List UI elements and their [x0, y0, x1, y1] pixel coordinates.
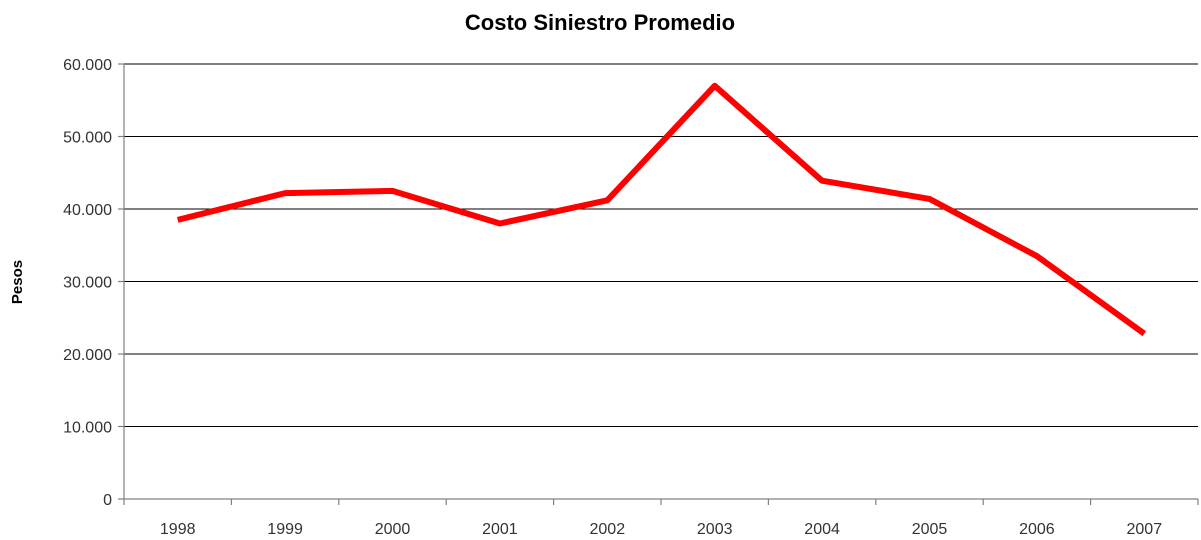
- x-tick-label-2007: 2007: [1127, 521, 1163, 538]
- y-tick-label: 30.000: [63, 275, 112, 292]
- gridlines: [124, 63, 1198, 427]
- x-tick-label-2005: 2005: [912, 521, 948, 538]
- chart-title: Costo Siniestro Promedio: [465, 10, 735, 35]
- x-tick-label-2006: 2006: [1019, 521, 1055, 538]
- y-tick-label: 0: [103, 492, 112, 509]
- x-tick-label-2001: 2001: [482, 521, 518, 538]
- x-tick-label-1998: 1998: [160, 521, 196, 538]
- y-tick-label: 40.000: [63, 202, 112, 219]
- x-tick-label-2002: 2002: [590, 521, 626, 538]
- series-group: [176, 82, 1147, 337]
- y-tick-label: 60.000: [63, 57, 112, 74]
- y-tick-label: 10.000: [63, 420, 112, 437]
- y-axis-label: Pesos: [9, 260, 26, 304]
- series-line-0: [176, 82, 1147, 337]
- x-tick-label-2000: 2000: [375, 521, 411, 538]
- y-tick-label: 50.000: [63, 130, 112, 147]
- x-tick-label-2003: 2003: [697, 521, 733, 538]
- x-axis-ticks: 1998 1999 2000 2001 2002 2003 2004 2005 2006 2007: [123, 499, 1199, 538]
- y-tick-label: 20.000: [63, 347, 112, 364]
- y-axis-ticks: 0 10.000 20.000 30.000 40.000 50.000 60.000: [63, 57, 124, 509]
- x-tick-label-2004: 2004: [804, 521, 840, 538]
- x-tick-label-1999: 1999: [267, 521, 303, 538]
